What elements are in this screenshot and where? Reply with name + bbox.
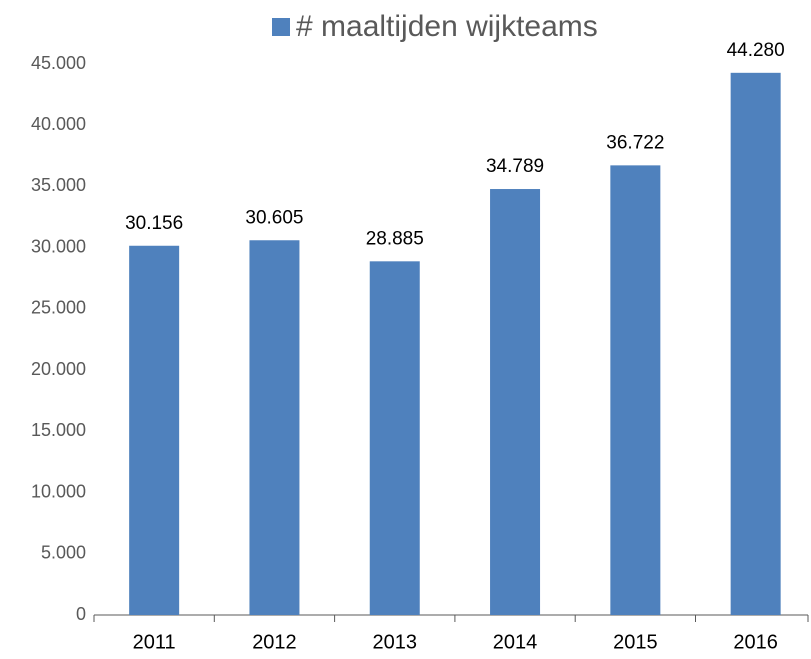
value-label: 30.156 [125, 213, 183, 234]
bar [610, 165, 661, 616]
x-tick-label: 2012 [252, 631, 297, 653]
x-tick-label: 2014 [493, 631, 538, 653]
value-label: 34.789 [486, 156, 544, 177]
legend-swatch [272, 18, 290, 36]
value-label: 30.605 [245, 207, 303, 228]
y-tick-label: 0 [76, 604, 86, 624]
y-tick-label: 15.000 [31, 420, 86, 440]
value-label: 44.280 [727, 40, 785, 61]
y-tick-label: 10.000 [31, 481, 86, 501]
value-label: 28.885 [366, 228, 424, 249]
bar [249, 240, 300, 615]
y-tick-label: 30.000 [31, 236, 86, 256]
bar [730, 72, 781, 616]
value-label: 36.722 [606, 132, 664, 153]
bar [490, 189, 541, 615]
bar [369, 261, 420, 615]
y-tick-label: 5.000 [41, 543, 86, 563]
y-tick-label: 20.000 [31, 359, 86, 379]
y-tick-label: 35.000 [31, 175, 86, 195]
x-tick-label: 2016 [733, 631, 778, 653]
legend-label: # maaltijden wijkteams [296, 10, 598, 43]
x-tick-label: 2015 [613, 631, 658, 653]
x-tick-label: 2011 [133, 631, 176, 653]
x-tick-label: 2013 [373, 631, 418, 653]
y-tick-label: 40.000 [31, 114, 86, 134]
bar [129, 245, 180, 615]
y-tick-label: 45.000 [31, 53, 86, 73]
y-tick-label: 25.000 [31, 298, 86, 318]
